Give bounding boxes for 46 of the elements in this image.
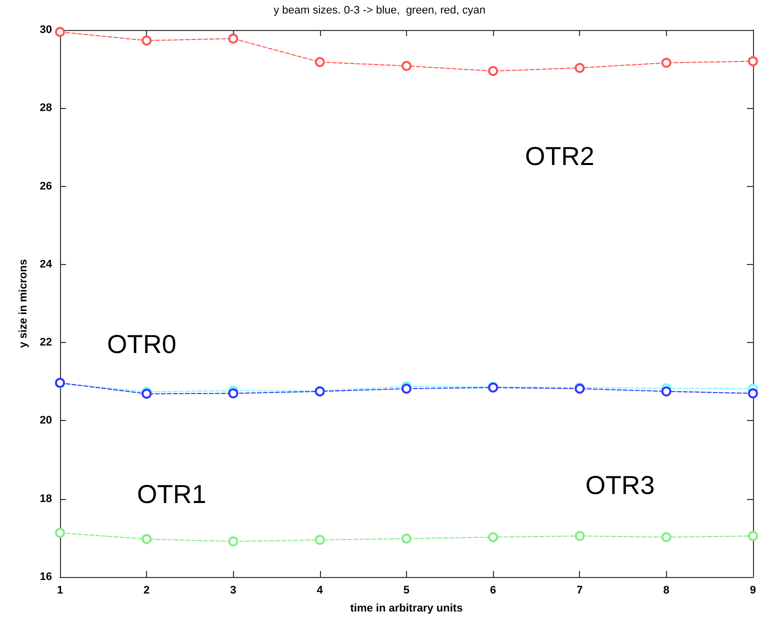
point [488,66,498,76]
point [142,36,152,46]
x-tick-label: 8 [663,584,670,596]
x-tick-label: 9 [750,584,756,596]
y-tick-label: 20 [40,414,52,427]
point [574,530,585,541]
x-tick-label: 1 [56,584,64,596]
annotation: OTR3 [585,470,655,500]
point [228,34,238,44]
y-tick-label: 30 [40,24,52,36]
y-tick-label: 18 [40,492,52,505]
point [661,386,672,396]
x-tick-label: 2 [144,584,150,596]
chart-title: y beam sizes. 0-3 -> blue, green, red, cyan [274,4,486,16]
series-label: OTR1 [136,479,206,510]
point [401,60,412,71]
y-tick-label: 28 [40,102,52,114]
point [314,534,325,545]
point [661,58,672,68]
x-tick-label: 6 [490,584,496,596]
point [55,26,65,37]
x-axis-title: time in arbitrary units [350,602,463,614]
point [661,532,672,542]
point [488,532,498,542]
point [314,57,325,68]
x-tick-label: 5 [403,584,410,596]
point [748,530,758,541]
point [228,536,238,546]
x-tick-label: 7 [576,584,583,596]
y-tick-label: 16 [40,571,52,583]
point [55,528,65,538]
x-tick-label: 4 [316,584,324,596]
x-tick-label: 3 [230,584,236,596]
y-tick-label: 22 [40,336,52,349]
point [748,56,758,66]
point [401,534,412,544]
series-label: OTR0 [106,328,176,359]
y-tick-label: 26 [40,180,52,192]
point [748,388,758,398]
y-axis-title: y size in microns [17,259,30,348]
point [142,534,152,544]
y-tick-label: 24 [40,258,53,270]
point [401,384,412,394]
point [228,388,238,398]
text: OTR2 [525,140,594,171]
point [574,62,585,73]
